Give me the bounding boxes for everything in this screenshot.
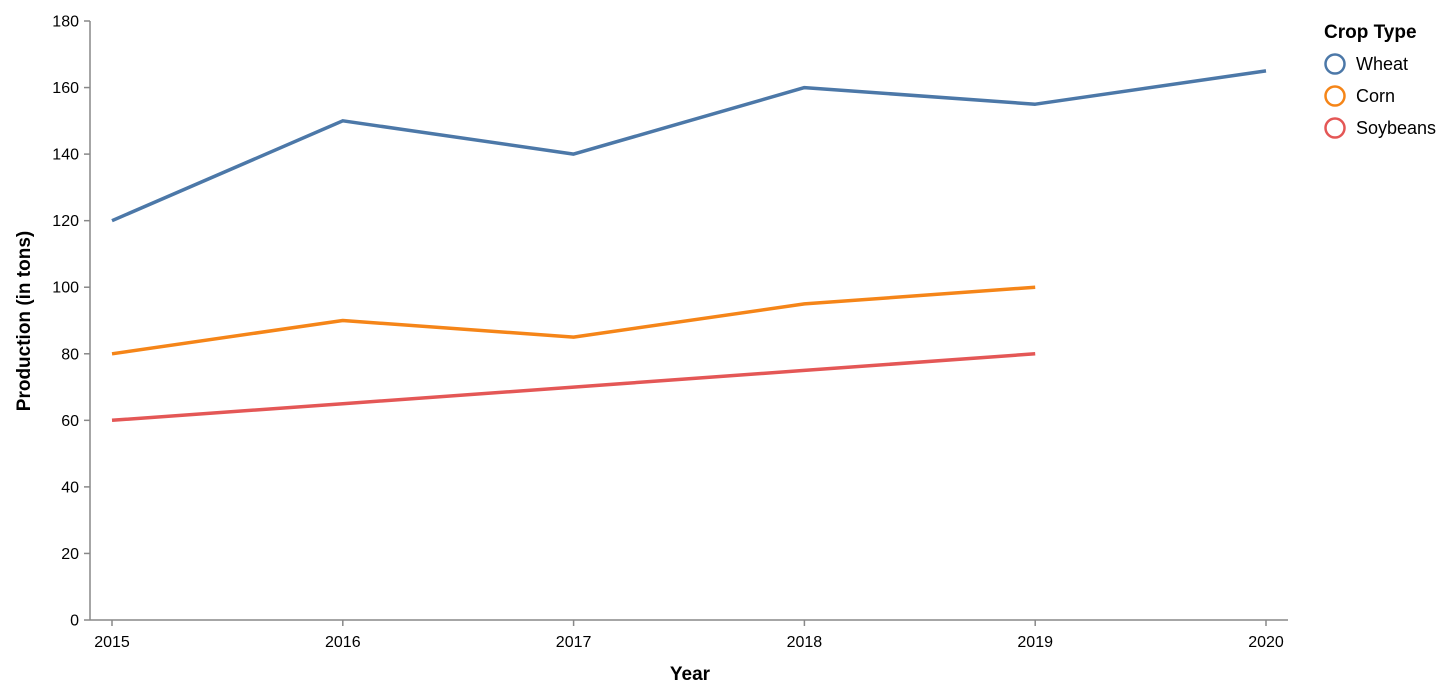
- series-line-corn: [111, 285, 1036, 356]
- x-tick-label: 2017: [556, 634, 592, 651]
- y-axis: 0 20 40 60 80 100 120 140 160 180: [52, 14, 91, 630]
- y-tick-label: 80: [61, 346, 79, 363]
- y-tick-label: 40: [61, 479, 79, 496]
- series-line-wheat: [111, 69, 1267, 223]
- legend-items: Wheat Corn Soybeans: [1324, 53, 1436, 139]
- legend-item-wheat: Wheat: [1324, 53, 1408, 75]
- legend-label: Soybeans: [1356, 118, 1436, 138]
- legend-item-corn: Corn: [1324, 85, 1395, 107]
- x-axis: 2015 2016 2017 2018 2019 2020: [90, 619, 1288, 651]
- legend-symbol: [1324, 117, 1346, 139]
- series-line-soybeans: [111, 352, 1036, 423]
- y-tick-label: 140: [52, 147, 79, 164]
- y-tick-label: 100: [52, 280, 79, 297]
- x-tick-label: 2020: [1248, 634, 1284, 651]
- y-tick-label: 60: [61, 413, 79, 430]
- y-tick-label: 180: [52, 14, 79, 31]
- y-tick-label: 20: [61, 546, 79, 563]
- x-tick-label: 2016: [325, 634, 361, 651]
- legend: Crop Type Wheat Corn Soybeans: [1324, 22, 1436, 139]
- legend-symbol: [1324, 85, 1346, 107]
- legend-title: Crop Type: [1324, 22, 1417, 43]
- x-tick-label: 2015: [94, 634, 130, 651]
- legend-symbol: [1324, 53, 1346, 75]
- y-axis-title: Production (in tons): [14, 231, 35, 411]
- y-tick-label: 120: [52, 213, 79, 230]
- series-layer: [111, 69, 1267, 423]
- y-tick-label: 0: [70, 613, 79, 630]
- x-axis-title: Year: [670, 664, 711, 685]
- legend-item-soybeans: Soybeans: [1324, 117, 1436, 139]
- x-tick-label: 2018: [787, 634, 823, 651]
- x-tick-label: 2019: [1017, 634, 1053, 651]
- y-tick-label: 160: [52, 80, 79, 97]
- legend-label: Wheat: [1356, 54, 1408, 74]
- legend-label: Corn: [1356, 86, 1395, 106]
